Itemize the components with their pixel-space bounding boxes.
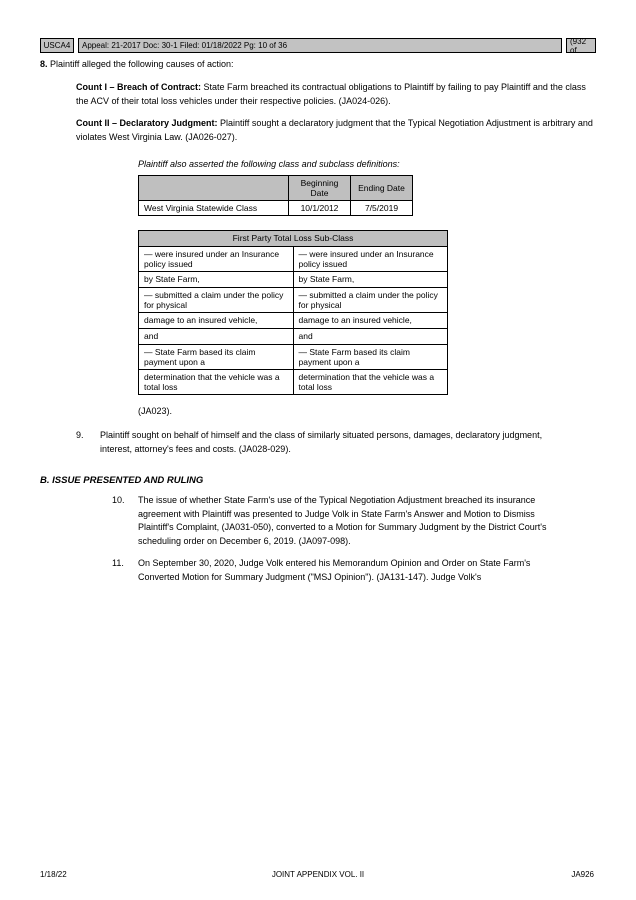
- table-cell: — were insured under an Insurance policy…: [293, 246, 448, 271]
- table-cell: — State Farm based its claim payment upo…: [293, 344, 448, 369]
- table-cell: by State Farm,: [293, 271, 448, 287]
- class-date-table: Beginning Date Ending Date West Virginia…: [138, 175, 413, 216]
- count-2-head: Count II – Declaratory Judgment:: [76, 118, 218, 128]
- paragraph-lead-text: Plaintiff alleged the following causes o…: [50, 59, 233, 69]
- paragraph-8-lead: 8. Plaintiff alleged the following cause…: [40, 59, 596, 69]
- header-court-code: USCA4: [40, 38, 74, 53]
- footer-title: JOINT APPENDIX VOL. II: [0, 870, 636, 879]
- table-cell: — State Farm based its claim payment upo…: [139, 344, 294, 369]
- paragraph-11: 11. On September 30, 2020, Judge Volk en…: [112, 557, 556, 585]
- table-row: determination that the vehicle was a tot…: [139, 369, 448, 394]
- footer-page: JA926: [571, 870, 594, 879]
- table-cell: determination that the vehicle was a tot…: [139, 369, 294, 394]
- count-2: Count II – Declaratory Judgment: Plainti…: [76, 117, 596, 145]
- table-header-end: Ending Date: [351, 175, 413, 200]
- paragraph-number: 11.: [112, 557, 138, 585]
- table-row: by State Farm,by State Farm,: [139, 271, 448, 287]
- subclass-table: First Party Total Loss Sub-Class — were …: [138, 230, 448, 395]
- table-row: — were insured under an Insurance policy…: [139, 246, 448, 271]
- table-cell: damage to an insured vehicle,: [293, 312, 448, 328]
- paragraph-10: 10. The issue of whether State Farm's us…: [112, 494, 556, 550]
- issue-heading: B. ISSUE PRESENTED AND RULING: [40, 475, 596, 486]
- table-row: West Virginia Statewide Class 10/1/2012 …: [139, 200, 413, 215]
- count-1: Count I – Breach of Contract: State Farm…: [76, 81, 596, 109]
- table-row: andand: [139, 328, 448, 344]
- count-1-head: Count I – Breach of Contract:: [76, 82, 201, 92]
- paragraph-number: 10.: [112, 494, 138, 550]
- header-page-total: (932 of: [566, 38, 596, 53]
- table-cell: and: [139, 328, 294, 344]
- table-row: First Party Total Loss Sub-Class: [139, 230, 448, 246]
- table-header-blank: [139, 175, 289, 200]
- table-cell-begin-date: 10/1/2012: [289, 200, 351, 215]
- table-row: damage to an insured vehicle,damage to a…: [139, 312, 448, 328]
- table-cell: — were insured under an Insurance policy…: [139, 246, 294, 271]
- table-cell: — submitted a claim under the policy for…: [293, 287, 448, 312]
- table-header-begin: Beginning Date: [289, 175, 351, 200]
- table-row: Beginning Date Ending Date: [139, 175, 413, 200]
- table-row: — State Farm based its claim payment upo…: [139, 344, 448, 369]
- paragraph-9: 9. Plaintiff sought on behalf of himself…: [76, 429, 556, 457]
- table-cell: determination that the vehicle was a tot…: [293, 369, 448, 394]
- table-cell-end-date: 7/5/2019: [351, 200, 413, 215]
- citation-ja023: (JA023).: [138, 405, 556, 419]
- table-cell: — submitted a claim under the policy for…: [139, 287, 294, 312]
- table-cell: and: [293, 328, 448, 344]
- document-page: USCA4 Appeal: 21-2017 Doc: 30-1 Filed: 0…: [0, 0, 636, 633]
- counts-block: Count I – Breach of Contract: State Farm…: [76, 81, 596, 145]
- paragraph-number: 8.: [40, 59, 48, 69]
- paragraph-number: 9.: [76, 429, 100, 457]
- table-row: — submitted a claim under the policy for…: [139, 287, 448, 312]
- subclass-caption: First Party Total Loss Sub-Class: [139, 230, 448, 246]
- case-header-row: USCA4 Appeal: 21-2017 Doc: 30-1 Filed: 0…: [40, 38, 596, 53]
- paragraph-text: The issue of whether State Farm's use of…: [138, 494, 556, 550]
- table-cell-label: West Virginia Statewide Class: [139, 200, 289, 215]
- paragraph-text: Plaintiff sought on behalf of himself an…: [100, 429, 556, 457]
- paragraph-text: On September 30, 2020, Judge Volk entere…: [138, 557, 556, 585]
- table-cell: by State Farm,: [139, 271, 294, 287]
- table-cell: damage to an insured vehicle,: [139, 312, 294, 328]
- header-case-info: Appeal: 21-2017 Doc: 30-1 Filed: 01/18/2…: [78, 38, 562, 53]
- class-definitions-note: Plaintiff also asserted the following cl…: [138, 159, 596, 169]
